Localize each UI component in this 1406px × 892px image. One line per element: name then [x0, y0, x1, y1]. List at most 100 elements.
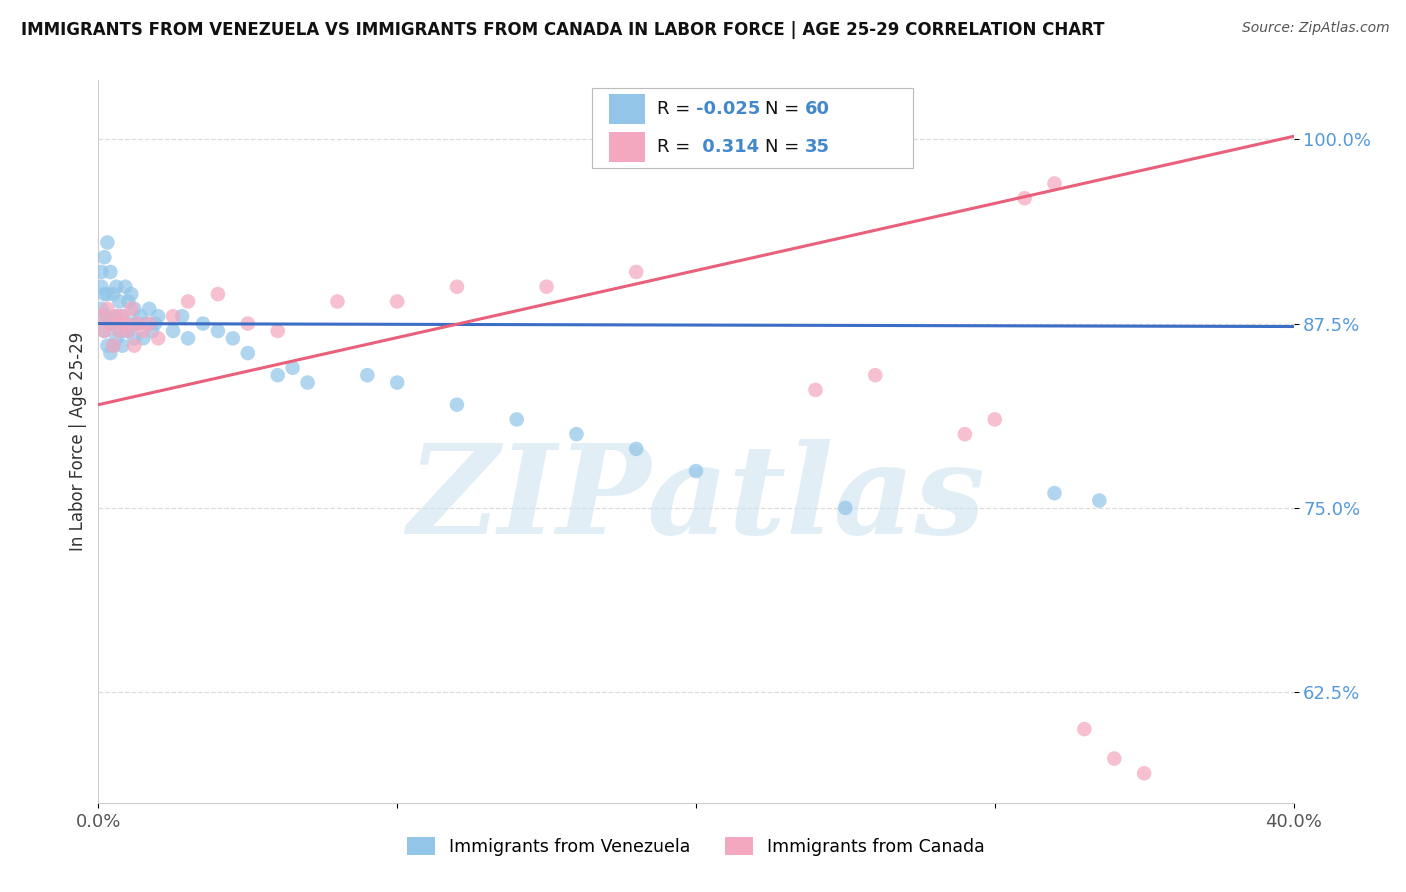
- Text: ZIPatlas: ZIPatlas: [406, 439, 986, 560]
- Point: [93, 324, 115, 338]
- Point: [446, 398, 468, 412]
- Point: [96, 287, 118, 301]
- Point: [103, 317, 125, 331]
- Point: [93, 324, 115, 338]
- Point: [98, 317, 122, 331]
- Point: [90, 309, 112, 323]
- Point: [120, 301, 142, 316]
- Point: [222, 331, 245, 345]
- Legend: Immigrants from Venezuela, Immigrants from Canada: Immigrants from Venezuela, Immigrants fr…: [401, 830, 991, 863]
- Point: [108, 324, 131, 338]
- Point: [105, 309, 128, 323]
- Point: [111, 309, 134, 323]
- Point: [177, 294, 200, 309]
- Point: [172, 309, 194, 323]
- Point: [98, 317, 122, 331]
- Point: [105, 309, 128, 323]
- Point: [984, 412, 1007, 426]
- Text: IMMIGRANTS FROM VENEZUELA VS IMMIGRANTS FROM CANADA IN LABOR FORCE | AGE 25-29 C: IMMIGRANTS FROM VENEZUELA VS IMMIGRANTS …: [21, 21, 1105, 38]
- Point: [446, 279, 468, 293]
- Point: [685, 464, 707, 478]
- Point: [1088, 493, 1111, 508]
- Point: [1073, 722, 1095, 736]
- Text: 0.314: 0.314: [696, 137, 759, 156]
- Point: [135, 317, 157, 331]
- Point: [105, 279, 128, 293]
- Point: [356, 368, 378, 383]
- Point: [98, 346, 122, 360]
- Point: [804, 383, 827, 397]
- Point: [114, 324, 136, 338]
- Point: [148, 331, 170, 345]
- Point: [236, 346, 259, 360]
- FancyBboxPatch shape: [592, 87, 914, 169]
- Text: N =: N =: [765, 137, 806, 156]
- Point: [267, 368, 290, 383]
- Point: [236, 317, 259, 331]
- Point: [626, 265, 648, 279]
- Point: [108, 294, 131, 309]
- Point: [90, 279, 112, 293]
- Point: [129, 309, 152, 323]
- Point: [506, 412, 529, 426]
- Point: [111, 309, 134, 323]
- Text: 60: 60: [804, 100, 830, 119]
- Point: [105, 331, 128, 345]
- Point: [124, 331, 146, 345]
- Point: [281, 360, 304, 375]
- Point: [96, 339, 118, 353]
- Point: [117, 324, 139, 338]
- Point: [96, 235, 118, 250]
- Point: [207, 324, 229, 338]
- Point: [834, 500, 856, 515]
- Point: [93, 250, 115, 264]
- Point: [326, 294, 349, 309]
- Point: [132, 331, 155, 345]
- Point: [1043, 177, 1066, 191]
- Point: [120, 317, 142, 331]
- Point: [108, 324, 131, 338]
- Text: R =: R =: [657, 100, 696, 119]
- Text: R =: R =: [657, 137, 696, 156]
- Point: [93, 287, 115, 301]
- Point: [865, 368, 887, 383]
- Text: Source: ZipAtlas.com: Source: ZipAtlas.com: [1241, 21, 1389, 35]
- Text: 35: 35: [804, 137, 830, 156]
- Point: [138, 317, 160, 331]
- Point: [141, 324, 163, 338]
- Point: [117, 324, 139, 338]
- Point: [536, 279, 558, 293]
- Point: [138, 301, 160, 316]
- Point: [120, 287, 142, 301]
- Point: [103, 339, 125, 353]
- Point: [297, 376, 319, 390]
- Text: N =: N =: [765, 100, 806, 119]
- Point: [191, 317, 214, 331]
- Point: [93, 309, 115, 323]
- Text: -0.025: -0.025: [696, 100, 761, 119]
- Point: [626, 442, 648, 456]
- Point: [124, 301, 146, 316]
- Point: [177, 331, 200, 345]
- Point: [162, 309, 184, 323]
- Point: [114, 279, 136, 293]
- Point: [124, 339, 146, 353]
- Point: [385, 376, 409, 390]
- Point: [103, 339, 125, 353]
- Point: [132, 324, 155, 338]
- Point: [114, 317, 136, 331]
- Point: [148, 309, 170, 323]
- Point: [90, 265, 112, 279]
- Point: [207, 287, 229, 301]
- Point: [1014, 191, 1036, 205]
- Point: [162, 324, 184, 338]
- Point: [385, 294, 409, 309]
- Point: [127, 317, 149, 331]
- Point: [267, 324, 290, 338]
- Y-axis label: In Labor Force | Age 25-29: In Labor Force | Age 25-29: [69, 332, 87, 551]
- Bar: [609, 131, 644, 161]
- Point: [1133, 766, 1156, 780]
- Point: [1043, 486, 1066, 500]
- Point: [96, 301, 118, 316]
- Point: [143, 317, 166, 331]
